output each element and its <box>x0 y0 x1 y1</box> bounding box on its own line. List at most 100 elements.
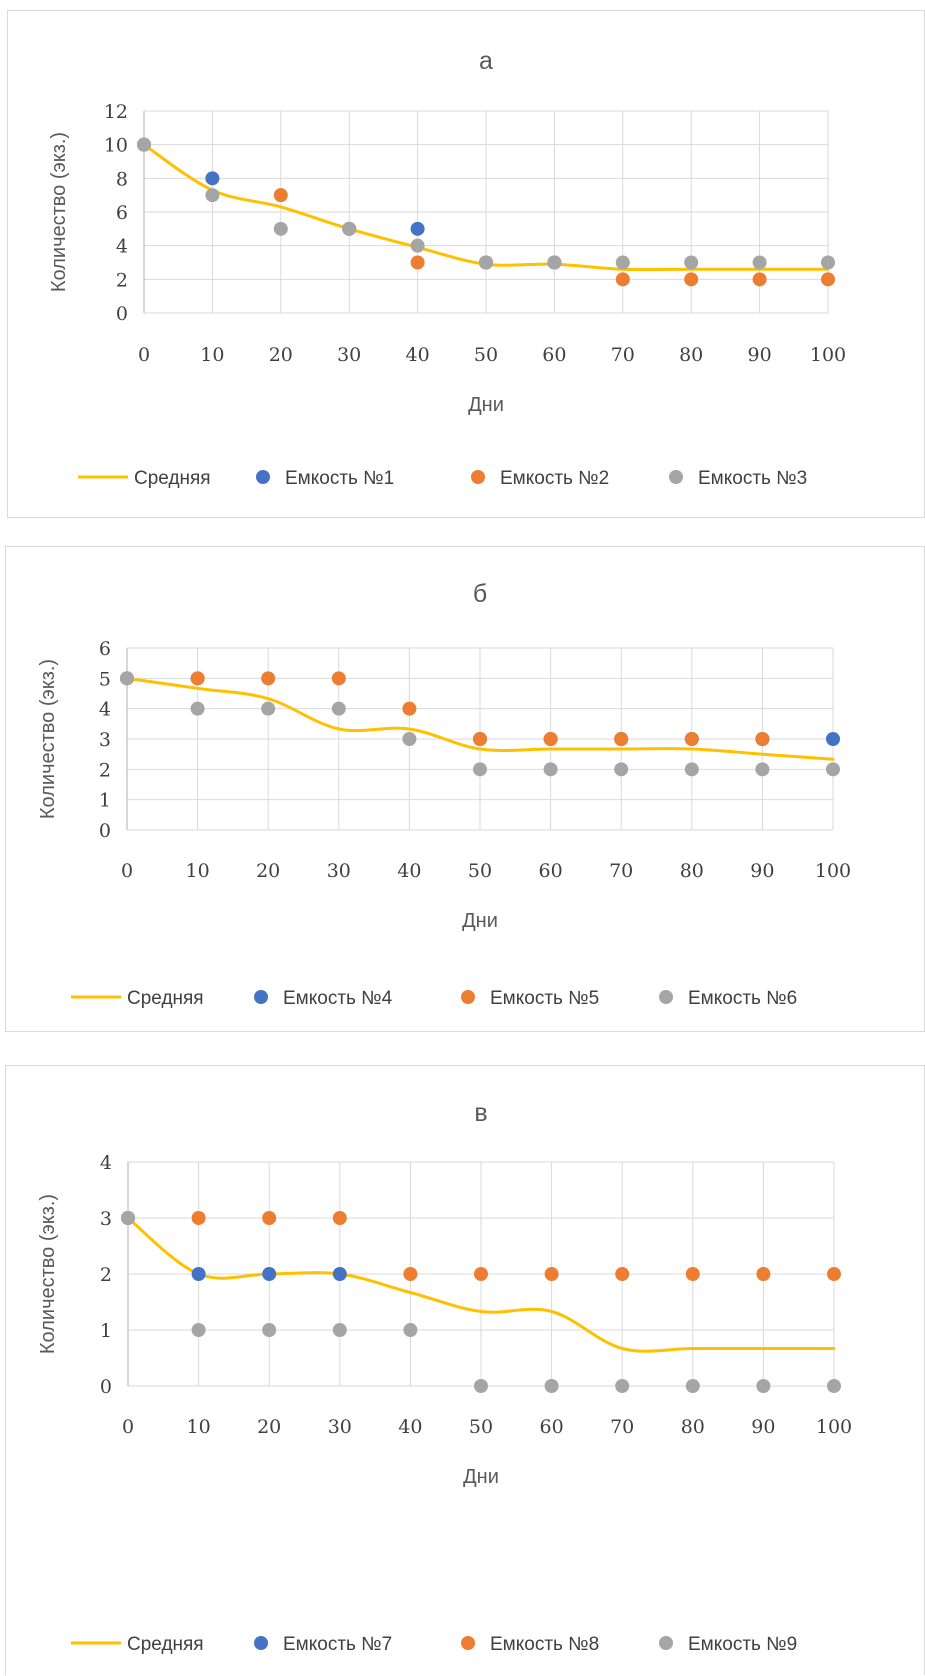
data-point <box>261 671 276 686</box>
series-line-average <box>126 1216 836 1353</box>
legend-marker-swatch <box>659 990 673 1004</box>
x-tick-label: 60 <box>540 1416 564 1438</box>
data-point <box>615 1379 630 1393</box>
data-point <box>826 762 840 777</box>
legend-marker-swatch <box>254 1636 268 1650</box>
data-point <box>403 1323 418 1337</box>
data-point <box>684 732 699 746</box>
chart-b: б 0 1 2 3 4 5 6 0 10 20 30 40 50 60 70 80 90 100 Дни Количес… <box>5 546 925 1032</box>
data-point <box>821 255 835 270</box>
x-tick-label: 20 <box>257 1416 281 1438</box>
y-tick-label: 1 <box>100 1320 112 1342</box>
data-point <box>205 188 220 203</box>
data-point <box>684 272 699 287</box>
y-tick-label: 5 <box>99 668 111 690</box>
data-point <box>685 1267 700 1281</box>
data-point <box>684 762 699 777</box>
data-point <box>752 255 767 270</box>
x-tick-label: 20 <box>256 860 280 882</box>
data-point <box>614 732 629 746</box>
y-tick-label: 0 <box>100 1376 112 1398</box>
x-tick-label: 100 <box>810 344 846 366</box>
data-point <box>615 255 630 270</box>
legend-marker-swatch <box>256 470 270 484</box>
x-tick-label: 80 <box>679 344 703 366</box>
chart-v: в 0 1 2 3 4 0 10 20 30 40 50 60 70 80 90 100 Дни Количеств… <box>5 1065 925 1675</box>
chart-1-y-axis-label: Количество (экз.) <box>37 659 59 819</box>
data-point <box>191 1211 206 1225</box>
y-tick-label: 4 <box>100 1152 112 1174</box>
data-point <box>474 1379 488 1393</box>
x-tick-label: 30 <box>327 860 351 882</box>
x-tick-label: 0 <box>121 860 133 882</box>
data-point <box>273 221 288 236</box>
legend-label: Емкость №2 <box>500 468 609 489</box>
x-tick-label: 80 <box>681 1416 705 1438</box>
y-tick-label: 4 <box>116 236 128 258</box>
data-point <box>827 1379 841 1393</box>
chart-1-title: б <box>473 580 487 608</box>
chart-0-grid <box>143 110 829 314</box>
legend-marker-swatch <box>471 470 485 484</box>
y-tick-label: 1 <box>99 790 111 812</box>
data-point <box>755 762 770 777</box>
data-point <box>331 671 346 686</box>
data-point <box>190 671 205 686</box>
x-tick-label: 100 <box>816 1416 852 1438</box>
legend-label: Емкость №8 <box>490 1634 599 1655</box>
x-tick-label: 30 <box>328 1416 352 1438</box>
data-point <box>547 255 562 270</box>
x-tick-label: 20 <box>269 344 293 366</box>
data-point <box>262 1323 277 1337</box>
data-point <box>262 1211 277 1225</box>
data-point <box>402 701 417 716</box>
y-tick-label: 0 <box>99 820 111 842</box>
y-tick-label: 12 <box>104 101 128 123</box>
x-tick-label: 70 <box>610 1416 634 1438</box>
data-point <box>821 272 835 287</box>
data-point <box>273 188 288 203</box>
data-point <box>410 255 425 270</box>
x-tick-label: 0 <box>138 344 150 366</box>
legend-label: Средняя <box>127 988 204 1009</box>
series-points-2 <box>121 1211 841 1281</box>
series-line-average <box>125 676 835 761</box>
x-tick-label: 40 <box>397 860 421 882</box>
chart-0-y-axis-label: Количество (экз.) <box>48 132 70 292</box>
data-point <box>543 762 558 777</box>
y-tick-label: 6 <box>99 638 111 660</box>
data-point <box>615 1267 630 1281</box>
data-point <box>410 221 425 236</box>
y-tick-label: 10 <box>104 135 128 157</box>
legend-marker-swatch <box>461 990 475 1004</box>
legend-label: Емкость №3 <box>698 468 807 489</box>
chart-2-x-axis-label: Дни <box>463 1466 499 1488</box>
data-point <box>191 1267 206 1281</box>
x-tick-label: 50 <box>468 860 492 882</box>
x-tick-label: 10 <box>187 1416 211 1438</box>
chart-1-legend: Средняя Емкость №4 Емкость №5 Емкость №6 <box>71 988 797 1009</box>
legend-label: Емкость №1 <box>285 468 394 489</box>
y-tick-label: 3 <box>100 1208 112 1230</box>
x-tick-label: 0 <box>122 1416 134 1438</box>
x-tick-label: 10 <box>186 860 210 882</box>
series-points-3 <box>120 671 840 777</box>
y-tick-label: 2 <box>99 759 111 781</box>
data-point <box>402 732 417 746</box>
data-point <box>332 1211 347 1225</box>
data-point <box>205 171 220 186</box>
y-tick-label: 8 <box>116 168 128 190</box>
data-point <box>756 1379 771 1393</box>
data-point <box>826 732 840 746</box>
data-point <box>137 137 151 152</box>
data-point <box>755 732 770 746</box>
x-tick-label: 30 <box>337 344 361 366</box>
y-tick-label: 0 <box>116 303 128 325</box>
data-point <box>262 1267 277 1281</box>
legend-marker-swatch <box>254 990 268 1004</box>
chart-2-title: в <box>474 1099 487 1127</box>
legend-marker-swatch <box>461 1636 475 1650</box>
y-tick-label: 2 <box>100 1264 112 1286</box>
data-point <box>544 1267 559 1281</box>
